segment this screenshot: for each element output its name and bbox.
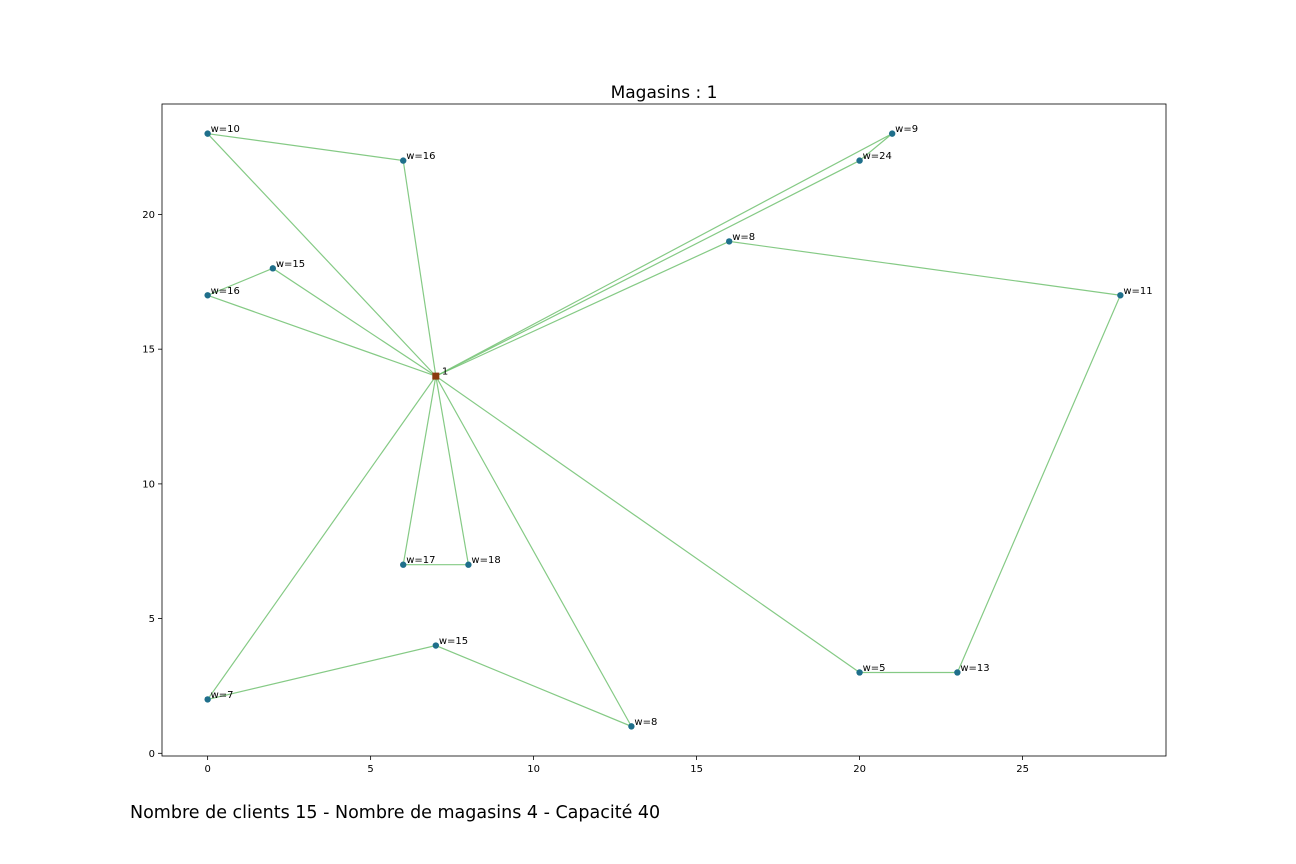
client-point [204, 292, 211, 299]
y-tick-label: 20 [142, 210, 155, 221]
node-labels: w=10 w=16 w=9 w=24 w=8 w=15 w=16 w=11 w=17 w=18 w=… [211, 124, 1153, 728]
client-label: w=8 [634, 717, 657, 728]
depot-marker [432, 372, 440, 380]
client-point [888, 130, 896, 137]
y-tick-label: 5 [149, 614, 155, 625]
plot-frame [161, 103, 1167, 757]
client-label: w=8 [732, 232, 755, 243]
y-tick-label: 10 [142, 479, 155, 490]
client-point [432, 642, 440, 649]
client-point [725, 238, 733, 245]
client-label: w=16 [211, 286, 240, 297]
client-point [400, 561, 407, 568]
chart-title: Magasins : 1 [611, 83, 718, 103]
plot-axes: 0 5 10 15 20 25 0 5 10 15 20 [142, 103, 1167, 775]
client-point [204, 696, 211, 703]
route-line-3 [435, 240, 1122, 674]
x-tick-label: 20 [853, 764, 866, 775]
client-label: w=15 [439, 636, 468, 647]
client-label: w=9 [895, 124, 918, 135]
y-tick-label: 15 [142, 345, 155, 356]
route-line-6 [206, 375, 633, 728]
client-point [628, 723, 635, 730]
x-tick-label: 5 [367, 764, 373, 775]
client-label: w=7 [211, 690, 234, 701]
client-point [954, 669, 961, 676]
client-point [1117, 292, 1124, 299]
route-line-1 [206, 132, 437, 377]
client-point [269, 265, 277, 272]
route-edges [205, 132, 1122, 728]
client-label: w=5 [863, 663, 886, 674]
client-label: w=15 [276, 259, 305, 270]
client-point [204, 130, 211, 137]
route-line-2 [435, 133, 893, 377]
x-tick-label: 15 [690, 764, 703, 775]
client-point [400, 157, 407, 164]
client-point [856, 157, 863, 164]
client-label: w=24 [863, 151, 892, 162]
client-label: w=18 [471, 555, 500, 566]
client-point [856, 669, 863, 676]
x-tick-label: 25 [1016, 764, 1029, 775]
client-label: w=17 [406, 555, 435, 566]
y-tick-label: 0 [149, 749, 155, 760]
client-point [465, 561, 472, 568]
node-markers [204, 130, 1124, 730]
route-line-5 [402, 376, 470, 566]
summary-caption: Nombre de clients 15 - Nombre de magasin… [130, 803, 661, 823]
depot-label: 1 [442, 367, 448, 378]
client-label: w=13 [960, 663, 989, 674]
x-tick-label: 0 [204, 764, 210, 775]
client-label: w=10 [211, 124, 240, 135]
x-tick-label: 10 [527, 764, 540, 775]
client-label: w=16 [406, 151, 435, 162]
route-line-4 [205, 267, 437, 377]
client-label: w=11 [1123, 286, 1152, 297]
